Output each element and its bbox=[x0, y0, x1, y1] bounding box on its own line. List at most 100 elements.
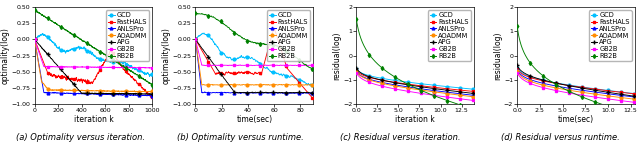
FastHALS bbox=[425, 86, 433, 88]
ANLSPro bbox=[631, 96, 639, 98]
ANLSPro bbox=[422, 89, 430, 90]
Line: GB2B: GB2B bbox=[355, 71, 476, 102]
FastHALS bbox=[31, 38, 38, 40]
FastHALS bbox=[583, 87, 591, 89]
GCD bbox=[31, 38, 38, 40]
GB2B bbox=[514, 73, 522, 74]
APG bbox=[143, 94, 151, 95]
ANLSPro bbox=[583, 90, 591, 92]
RB2B bbox=[143, 80, 150, 82]
ANLSPro bbox=[307, 93, 314, 94]
ANLSPro bbox=[135, 95, 143, 97]
GB2B bbox=[127, 67, 134, 68]
AOADMM bbox=[143, 91, 150, 92]
GB2B bbox=[248, 65, 256, 66]
APG bbox=[353, 67, 360, 69]
APG bbox=[514, 65, 522, 67]
RB2B bbox=[135, 76, 143, 78]
Line: AOADMM: AOADMM bbox=[33, 38, 154, 94]
RB2B bbox=[192, 12, 200, 14]
FastHALS bbox=[353, 70, 360, 72]
X-axis label: iteration k: iteration k bbox=[396, 115, 435, 124]
Line: APG: APG bbox=[355, 66, 476, 96]
RB2B bbox=[123, 67, 131, 69]
FastHALS bbox=[122, 70, 130, 72]
GB2B bbox=[295, 65, 303, 67]
FastHALS bbox=[191, 38, 199, 40]
RB2B bbox=[248, 41, 256, 43]
Line: ANLSPro: ANLSPro bbox=[194, 38, 315, 95]
AOADMM bbox=[266, 84, 273, 86]
GCD bbox=[353, 68, 360, 70]
RB2B bbox=[353, 21, 360, 22]
GCD bbox=[612, 91, 620, 92]
RB2B bbox=[127, 71, 134, 73]
RB2B bbox=[514, 28, 522, 30]
ANLSPro bbox=[586, 90, 593, 92]
RB2B bbox=[307, 67, 315, 69]
GCD bbox=[123, 63, 131, 65]
AOADMM bbox=[452, 94, 460, 96]
ANLSPro bbox=[514, 70, 522, 72]
APG bbox=[631, 96, 639, 97]
APG bbox=[583, 88, 591, 90]
Line: GCD: GCD bbox=[516, 66, 637, 95]
GB2B bbox=[148, 67, 156, 69]
GB2B bbox=[620, 100, 628, 102]
RB2B bbox=[31, 9, 38, 11]
GCD bbox=[143, 73, 150, 75]
GCD bbox=[55, 47, 63, 49]
RB2B bbox=[452, 103, 460, 104]
AOADMM bbox=[620, 97, 628, 99]
GB2B bbox=[586, 95, 593, 97]
GCD bbox=[255, 62, 263, 64]
GB2B bbox=[141, 67, 149, 69]
X-axis label: iteration k: iteration k bbox=[74, 115, 113, 124]
GB2B bbox=[422, 93, 430, 95]
APG bbox=[422, 87, 430, 88]
FastHALS bbox=[248, 73, 256, 75]
GCD bbox=[631, 93, 639, 95]
ANLSPro bbox=[513, 69, 521, 71]
RB2B bbox=[470, 109, 478, 110]
FastHALS bbox=[310, 98, 317, 100]
RB2B bbox=[353, 18, 360, 20]
ANLSPro bbox=[31, 38, 38, 40]
AOADMM bbox=[248, 84, 256, 85]
X-axis label: time(sec): time(sec) bbox=[236, 115, 273, 124]
APG bbox=[310, 92, 317, 93]
FastHALS bbox=[307, 95, 315, 97]
ANLSPro bbox=[127, 94, 134, 96]
Line: GB2B: GB2B bbox=[33, 38, 154, 69]
Line: GCD: GCD bbox=[194, 32, 315, 88]
GCD bbox=[470, 89, 478, 90]
FastHALS bbox=[54, 74, 62, 76]
GB2B bbox=[353, 73, 360, 74]
Legend: GCD, FastHALS, ANLSPro, AOADMM, APG, GB2B, RB2B: GCD, FastHALS, ANLSPro, AOADMM, APG, GB2… bbox=[267, 10, 310, 61]
GCD bbox=[425, 84, 433, 86]
ANLSPro bbox=[470, 95, 478, 96]
APG bbox=[262, 91, 269, 93]
APG bbox=[307, 92, 315, 94]
GCD bbox=[135, 69, 143, 71]
Text: (d) Residual versus runtime.: (d) Residual versus runtime. bbox=[500, 133, 620, 142]
Y-axis label: optimality(log): optimality(log) bbox=[1, 27, 10, 84]
AOADMM bbox=[248, 84, 255, 86]
FastHALS bbox=[135, 84, 143, 85]
Legend: GCD, FastHALS, ANLSPro, AOADMM, APG, GB2B, RB2B: GCD, FastHALS, ANLSPro, AOADMM, APG, GB2… bbox=[428, 10, 471, 61]
GB2B bbox=[310, 65, 317, 66]
FastHALS bbox=[460, 90, 467, 91]
RB2B bbox=[191, 13, 199, 14]
Line: FastHALS: FastHALS bbox=[516, 68, 637, 95]
ANLSPro bbox=[38, 80, 45, 82]
AOADMM bbox=[310, 84, 317, 86]
GB2B bbox=[288, 65, 296, 66]
FastHALS bbox=[38, 57, 45, 58]
GB2B bbox=[122, 67, 130, 68]
APG bbox=[612, 93, 620, 95]
Line: APG: APG bbox=[515, 63, 637, 98]
APG bbox=[143, 93, 150, 95]
FastHALS bbox=[248, 73, 255, 74]
AOADMM bbox=[514, 71, 522, 73]
AOADMM bbox=[353, 70, 360, 72]
